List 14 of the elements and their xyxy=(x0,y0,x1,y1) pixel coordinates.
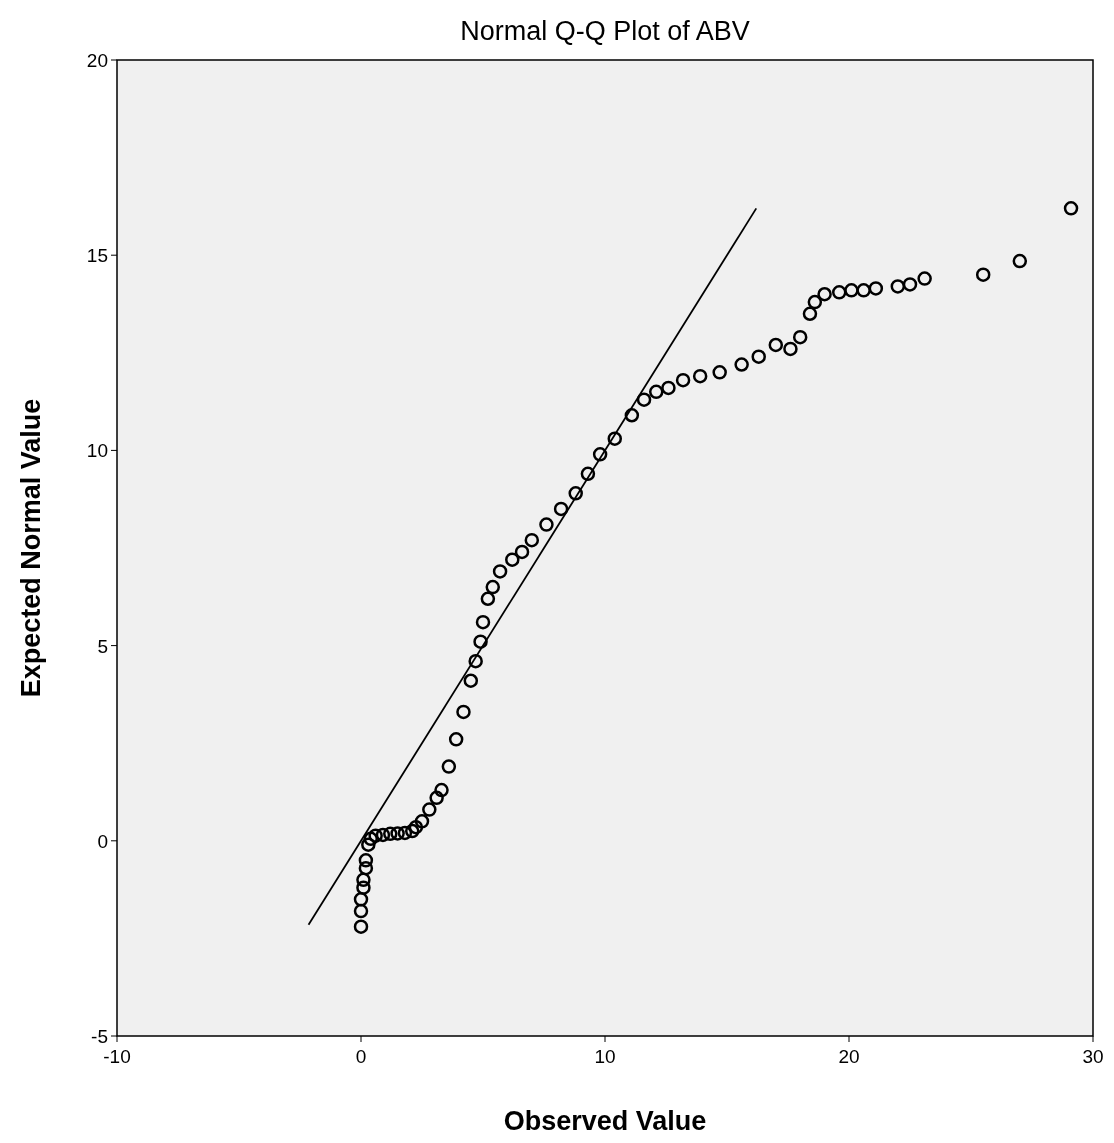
x-tick-label: 10 xyxy=(594,1046,616,1067)
y-tick-label: 5 xyxy=(97,635,108,657)
y-tick-label: -5 xyxy=(91,1026,108,1047)
chart-title: Normal Q-Q Plot of ABV xyxy=(460,16,750,46)
x-axis-title: Observed Value xyxy=(503,1106,707,1136)
y-tick-label: 10 xyxy=(86,440,108,462)
y-tick-label: 20 xyxy=(86,50,108,71)
x-tick-label: 0 xyxy=(355,1046,367,1067)
x-tick-label: 20 xyxy=(838,1046,860,1067)
y-tick-label: 0 xyxy=(97,830,108,852)
x-tick-label: -10 xyxy=(103,1046,131,1067)
x-tick-label: 30 xyxy=(1082,1046,1104,1067)
y-axis-title: Expected Normal Value xyxy=(16,398,46,698)
y-tick-label: 15 xyxy=(86,245,108,267)
